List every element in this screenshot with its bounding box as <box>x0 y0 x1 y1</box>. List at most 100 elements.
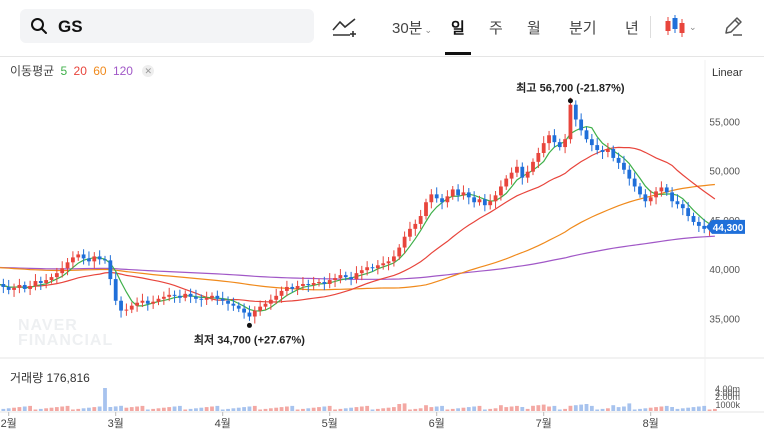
volume-tick-label: 3.00m <box>715 388 740 398</box>
search-query[interactable]: GS <box>58 17 83 36</box>
volume-bar <box>589 405 594 411</box>
close-icon[interactable]: ✕ <box>142 65 155 77</box>
volume-bar <box>386 407 391 411</box>
volume-bar <box>145 409 150 411</box>
volume-bar <box>258 409 263 411</box>
volume-bar <box>317 407 321 411</box>
volume-bar <box>488 408 493 411</box>
drawing-tool-icon[interactable] <box>332 16 358 38</box>
volume-bar <box>648 407 653 411</box>
candle-body <box>268 299 273 304</box>
volume-bar <box>392 407 396 411</box>
candle-body <box>477 199 482 203</box>
volume-bar <box>92 407 97 411</box>
ma-legend-label: 이동평균 <box>10 64 55 78</box>
volume-bar <box>60 406 65 411</box>
volume-bar <box>194 408 198 411</box>
moving-average-legend: 이동평균 5 20 60 120 ✕ <box>10 62 157 79</box>
candle-body <box>17 284 22 288</box>
volume-bar <box>402 403 407 411</box>
volume-bar <box>370 409 375 411</box>
volume-bar <box>659 406 664 411</box>
candle-body <box>525 171 530 178</box>
candle-body <box>456 189 460 196</box>
candle-body <box>322 282 327 284</box>
candle-body <box>702 225 707 229</box>
candle-body <box>161 296 166 299</box>
volume-bar <box>493 408 498 411</box>
candle-body <box>493 195 498 202</box>
candle-body <box>22 284 27 289</box>
volume-bar <box>600 408 605 411</box>
volume-bar <box>691 407 696 411</box>
candle-body <box>638 186 642 195</box>
svg-text:⌄: ⌄ <box>689 22 697 32</box>
candle-body <box>290 286 295 289</box>
x-tick-label: 7월 <box>536 417 552 430</box>
candle-body <box>664 187 669 193</box>
volume-bar <box>311 407 316 411</box>
candle-body <box>445 196 450 203</box>
candle-body <box>87 258 91 262</box>
candle-body <box>247 312 252 317</box>
volume-bar <box>327 405 332 411</box>
tab-period-month[interactable]: 월 <box>527 20 541 37</box>
candle-body <box>242 308 246 313</box>
y-tick-label: 35,000 <box>709 314 740 325</box>
candle-body <box>172 294 177 296</box>
volume-bar <box>434 406 439 411</box>
interval-dropdown[interactable]: 30분 ⌄ <box>392 17 432 38</box>
volume-bar <box>696 406 701 411</box>
volume-bar <box>595 409 600 411</box>
x-tick-label: 5월 <box>322 417 338 430</box>
tab-period-quarter[interactable]: 분기 <box>569 20 597 37</box>
volume-bar <box>295 409 300 411</box>
volume-bar <box>365 405 370 411</box>
volume-bar <box>381 408 386 411</box>
candle-body <box>611 149 616 158</box>
volume-bar <box>242 407 246 411</box>
candle-body <box>204 297 209 300</box>
candle-body <box>258 306 263 311</box>
stock-search-box[interactable]: GS <box>20 9 314 43</box>
volume-bar <box>622 406 626 411</box>
candle-body <box>279 290 284 296</box>
volume-bar <box>515 405 519 411</box>
candle-body <box>424 202 428 217</box>
volume-bar <box>161 407 166 411</box>
tab-period-year[interactable]: 년 <box>625 20 639 37</box>
candle-body <box>92 256 97 262</box>
volume-bar <box>541 404 546 411</box>
volume-bar <box>1 408 6 411</box>
volume-legend: 거래량 176,816 <box>10 369 90 386</box>
pencil-icon[interactable] <box>722 15 744 37</box>
candle-body <box>392 256 396 262</box>
candle-body <box>145 300 150 304</box>
candle-body <box>515 166 519 173</box>
tab-period-week[interactable]: 주 <box>489 20 503 37</box>
volume-bar <box>247 406 252 411</box>
volume-bar <box>573 405 578 411</box>
candle-body <box>381 263 386 266</box>
volume-bar <box>472 406 477 411</box>
chart-type-dropdown[interactable]: ⌄ <box>664 14 697 38</box>
volume-bar <box>563 408 567 411</box>
tab-period-day[interactable]: 일 <box>451 20 465 37</box>
candle-body <box>402 236 407 248</box>
volume-bar <box>466 407 471 411</box>
volume-bar <box>461 407 466 411</box>
volume-bar <box>306 408 311 411</box>
x-tick-label: 4월 <box>215 417 231 430</box>
volume-bar <box>6 408 11 411</box>
volume-bar <box>354 407 359 411</box>
min-price-label: 최저 34,700 (+27.67%) <box>194 332 305 346</box>
volume-bar <box>584 404 589 411</box>
scale-toggle[interactable]: Linear <box>712 67 743 79</box>
candle-body <box>183 293 188 298</box>
volume-bar <box>525 408 530 411</box>
min-marker <box>246 322 252 328</box>
candle-body <box>627 169 632 179</box>
volume-bar <box>236 407 241 411</box>
candle-body <box>568 104 573 140</box>
